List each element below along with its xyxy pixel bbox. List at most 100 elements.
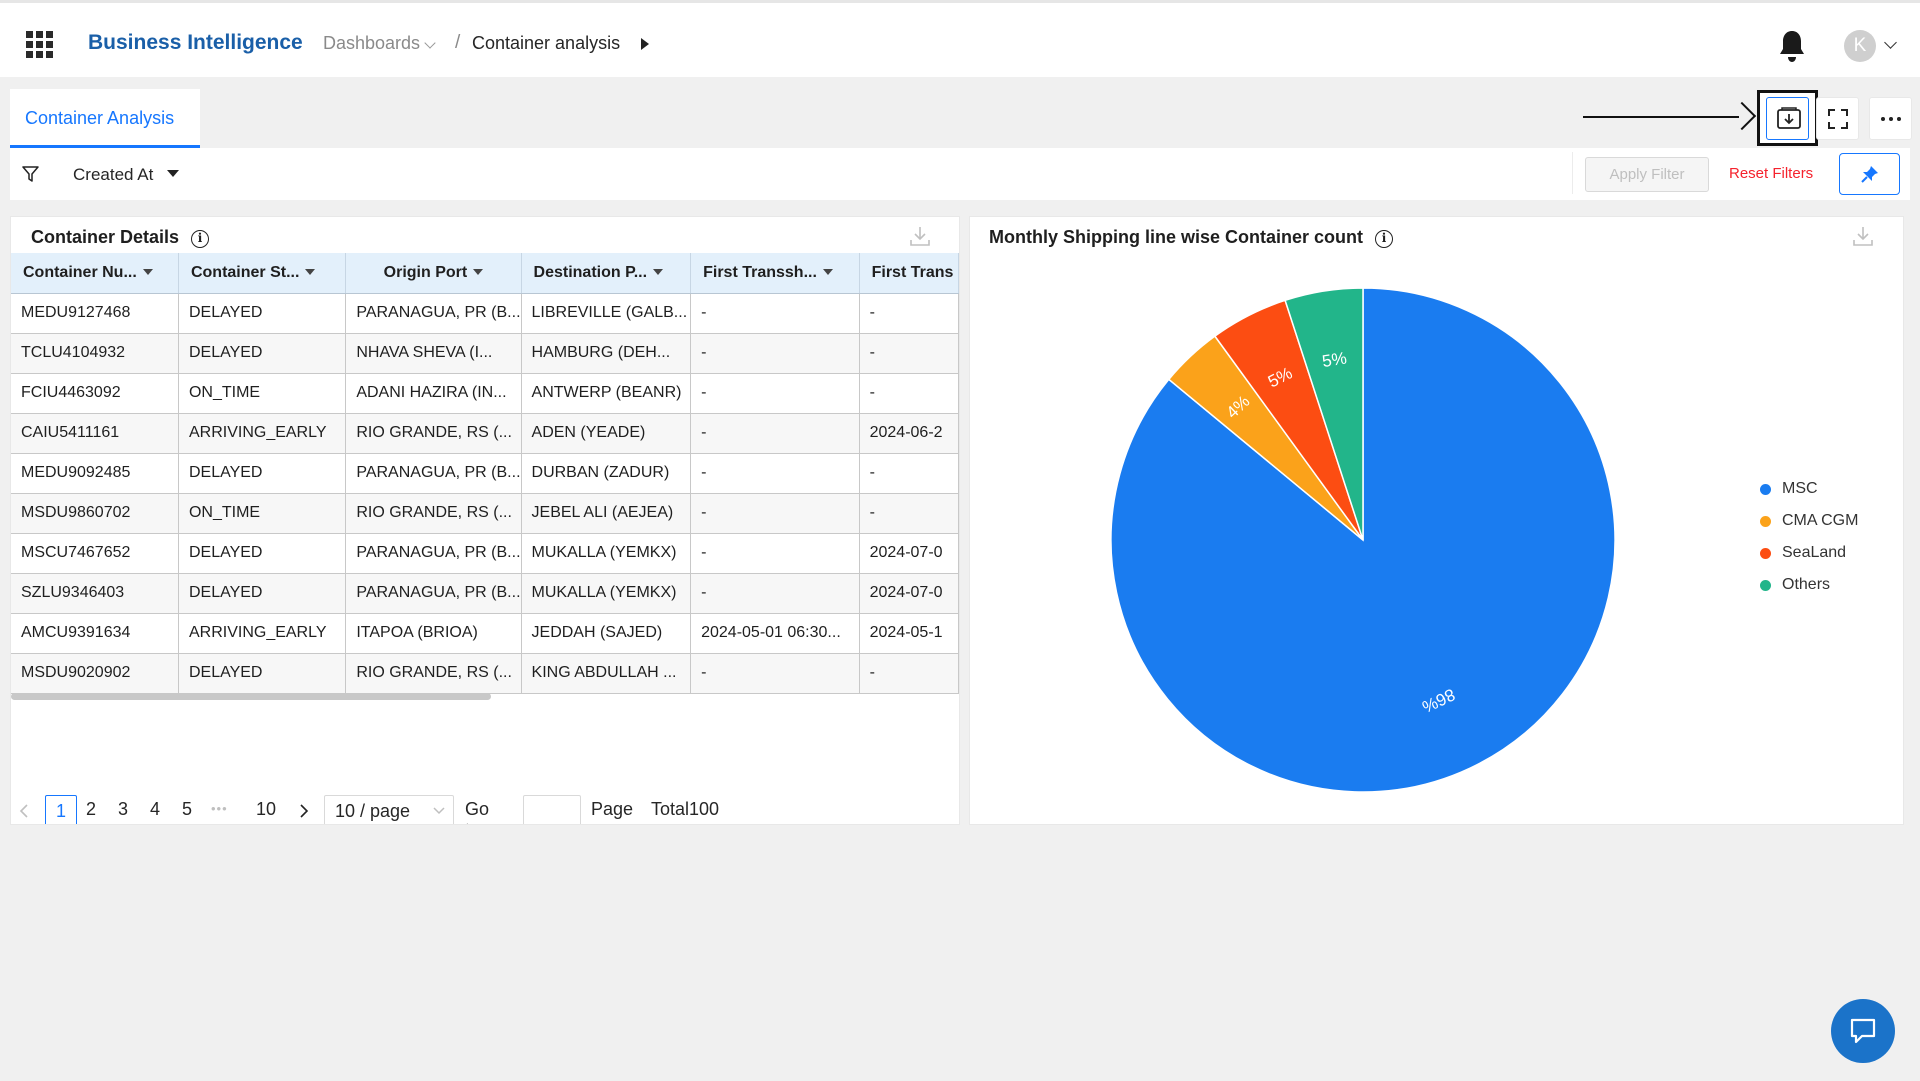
prev-page-icon[interactable] — [19, 804, 29, 818]
column-header[interactable]: First Transsh... — [690, 253, 860, 294]
table-cell: PARANAGUA, PR (B... — [345, 293, 522, 334]
next-page-icon[interactable] — [299, 804, 309, 818]
download-dashboard-icon — [1777, 107, 1801, 129]
apply-filter-button[interactable]: Apply Filter — [1585, 157, 1709, 192]
legend-dot — [1760, 580, 1771, 591]
table-cell: FCIU4463092 — [11, 373, 179, 414]
table-cell: DELAYED — [178, 533, 347, 574]
filter-icon[interactable] — [22, 166, 39, 183]
sort-caret-icon[interactable] — [822, 268, 833, 275]
table-row[interactable]: AMCU9391634 ARRIVING_EARLY ITAPOA (BRIOA) J… — [11, 613, 959, 654]
page-3-button[interactable]: 3 — [118, 799, 129, 819]
app-grid-icon[interactable] — [26, 31, 53, 58]
page-size-value: 10 / page — [335, 801, 411, 821]
pie-slice-others[interactable] — [1284, 287, 1364, 541]
table-cell: 2024-07-0 — [859, 533, 959, 574]
table-cell: MSCU7467652 — [11, 533, 179, 574]
top-bar: Business Intelligence Dashboards / Conta… — [0, 0, 1920, 77]
sort-caret-icon[interactable] — [653, 268, 664, 275]
caret-right-icon[interactable] — [641, 38, 649, 50]
table-cell: - — [690, 533, 860, 574]
table-cell: RIO GRANDE, RS (... — [345, 493, 522, 534]
shipping-line-chart-panel: Monthly Shipping line wise Container cou… — [969, 216, 1904, 825]
table-row[interactable]: MSCU7467652 DELAYED PARANAGUA, PR (B... MUK… — [11, 533, 959, 574]
table-cell: MSDU9020902 — [11, 653, 179, 694]
pin-icon — [1861, 166, 1878, 183]
goto-page-input[interactable] — [523, 795, 581, 824]
table-row[interactable]: SZLU9346403 DELAYED PARANAGUA, PR (B... MUK… — [11, 573, 959, 614]
table-cell: JEDDAH (SAJED) — [521, 613, 692, 654]
column-header-label: Container St... — [190, 263, 300, 281]
fullscreen-icon — [1828, 109, 1848, 129]
table-row[interactable]: MSDU9860702 ON_TIME RIO GRANDE, RS (... JEB… — [11, 493, 959, 534]
pin-filters-button[interactable] — [1839, 153, 1900, 195]
total-count: Total100 — [651, 799, 720, 819]
table-cell: KING ABDULLAH ... — [521, 653, 692, 694]
table-row[interactable]: MEDU9127468 DELAYED PARANAGUA, PR (B... LIB… — [11, 293, 959, 334]
sort-caret-icon[interactable] — [473, 268, 484, 275]
column-header-label: Container Nu... — [23, 263, 137, 281]
legend-item[interactable]: SeaLand — [1760, 543, 1858, 575]
column-header[interactable]: Container Nu... — [11, 253, 179, 294]
brand-title[interactable]: Business Intelligence — [88, 31, 303, 54]
table-cell: PARANAGUA, PR (B... — [345, 453, 522, 494]
chart-title-text: Monthly Shipping line wise Container cou… — [989, 227, 1364, 247]
page-10-button[interactable]: 10 — [256, 799, 277, 819]
download-icon[interactable] — [909, 225, 931, 247]
table-header-row: Container Nu... Container St... Origin P… — [11, 253, 959, 294]
column-header[interactable]: Origin Port — [345, 253, 522, 294]
table-cell: - — [690, 493, 860, 534]
table-row[interactable]: TCLU4104932 DELAYED NHAVA SHEVA (I... HAMBU… — [11, 333, 959, 374]
info-icon[interactable]: i — [1375, 230, 1394, 248]
column-header[interactable]: First Trans — [859, 253, 959, 294]
notification-bell-icon[interactable] — [1778, 29, 1806, 63]
created-at-dropdown[interactable]: Created At — [73, 165, 180, 185]
page-size-select[interactable]: 10 / page — [324, 795, 454, 824]
table-cell: - — [859, 453, 959, 494]
table-cell: ADEN (YEADE) — [521, 413, 692, 454]
fullscreen-button[interactable] — [1816, 97, 1859, 140]
download-dashboard-button[interactable] — [1766, 97, 1809, 140]
page-4-button[interactable]: 4 — [150, 799, 161, 819]
table-cell: - — [859, 373, 959, 414]
table-cell: - — [690, 373, 860, 414]
table-row[interactable]: MEDU9092485 DELAYED PARANAGUA, PR (B... DUR… — [11, 453, 959, 494]
table-cell: MUKALLA (YEMKX) — [521, 573, 692, 614]
tab-label: Container Analysis — [25, 108, 175, 128]
table-row[interactable]: CAIU5411161 ARRIVING_EARLY RIO GRANDE, RS … — [11, 413, 959, 454]
chevron-down-icon[interactable] — [1884, 36, 1897, 49]
horizontal-scrollbar[interactable] — [11, 693, 491, 700]
table-row[interactable]: MSDU9020902 DELAYED RIO GRANDE, RS (... KIN… — [11, 653, 959, 694]
column-header[interactable]: Container St... — [178, 253, 347, 294]
page-1-button[interactable]: 1 — [45, 795, 77, 824]
legend-item[interactable]: CMA CGM — [1760, 511, 1858, 543]
table-row[interactable]: FCIU4463092 ON_TIME ADANI HAZIRA (IN... ANT… — [11, 373, 959, 414]
legend-item[interactable]: MSC — [1760, 479, 1858, 511]
caret-down-icon — [167, 170, 180, 177]
legend-label: MSC — [1782, 480, 1818, 497]
filter-bar: Created At Apply Filter Reset Filters — [10, 148, 1910, 200]
legend-dot — [1760, 548, 1771, 559]
pie-chart: 86%4%5%5% — [1110, 287, 1616, 793]
sort-caret-icon[interactable] — [142, 268, 153, 275]
more-options-button[interactable] — [1869, 97, 1912, 140]
download-icon[interactable] — [1852, 225, 1874, 247]
annotation-arrow-line — [1583, 116, 1739, 118]
table-cell: ARRIVING_EARLY — [178, 413, 347, 454]
page-ellipsis[interactable]: ••• — [211, 801, 228, 816]
column-header[interactable]: Destination P... — [521, 253, 692, 294]
page-2-button[interactable]: 2 — [86, 799, 97, 819]
avatar[interactable]: K — [1844, 30, 1876, 62]
info-icon[interactable]: i — [191, 230, 210, 248]
breadcrumb-dashboards-label: Dashboards — [323, 33, 421, 53]
legend-item[interactable]: Others — [1760, 575, 1858, 607]
sort-caret-icon[interactable] — [305, 268, 316, 275]
page-label: Page — [591, 799, 634, 819]
table-cell: DELAYED — [178, 653, 347, 694]
page-5-button[interactable]: 5 — [182, 799, 193, 819]
table-cell: LIBREVILLE (GALB... — [521, 293, 692, 334]
tab-container-analysis[interactable]: Container Analysis — [10, 89, 200, 148]
breadcrumb-dashboards[interactable]: Dashboards — [323, 33, 436, 54]
chat-support-button[interactable] — [1831, 999, 1895, 1063]
reset-filters-button[interactable]: Reset Filters — [1729, 165, 1814, 182]
